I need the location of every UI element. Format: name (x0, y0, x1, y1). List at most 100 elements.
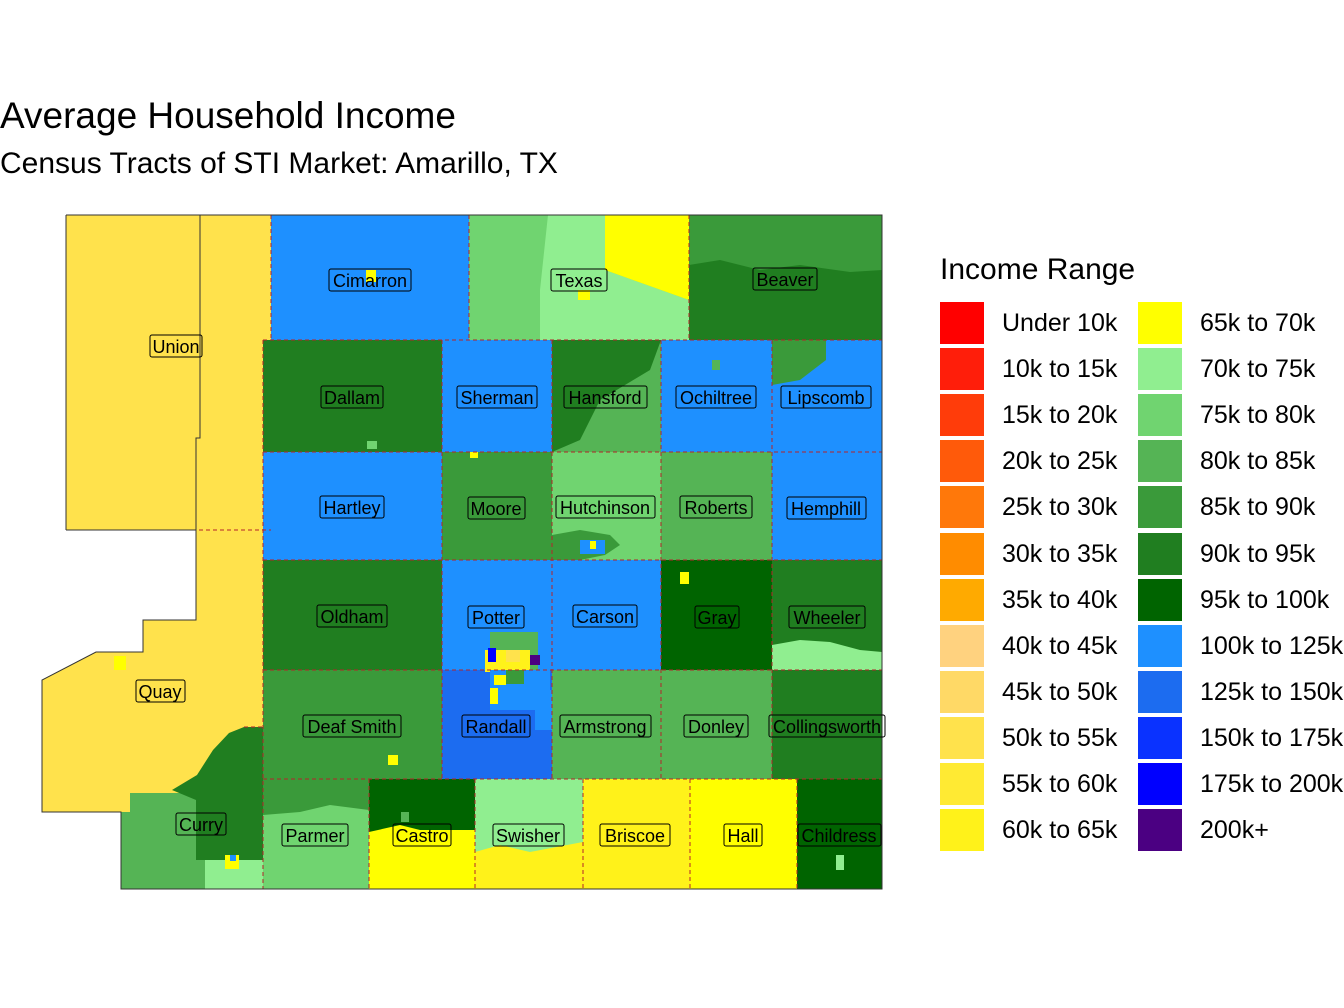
legend-label: 70k to 75k (1200, 355, 1316, 384)
county-hartley (263, 452, 442, 560)
legend-swatch (1138, 578, 1182, 621)
svg-text:Swisher: Swisher (496, 826, 560, 846)
svg-text:Castro: Castro (395, 826, 448, 846)
county-carson (552, 560, 661, 670)
legend-label: 200k+ (1200, 816, 1269, 845)
county-label-donley: Donley (683, 714, 749, 738)
legend-label: 175k to 200k (1200, 770, 1344, 798)
county-label-hansford: Hansford (563, 385, 648, 409)
legend-label: 30k to 35k (1002, 539, 1118, 568)
county-label-collingsworth: Collingsworth (768, 714, 886, 738)
svg-text:Quay: Quay (138, 682, 181, 702)
county-deaf-smith (263, 670, 442, 779)
county-gray (661, 560, 772, 670)
tract-lipscomb-green (772, 340, 826, 385)
county-donley (661, 670, 772, 779)
county-sherman (442, 340, 552, 452)
county-label-hartley: Hartley (319, 495, 385, 519)
svg-text:Roberts: Roberts (684, 498, 747, 518)
map-title: Average Household Income (0, 95, 456, 136)
county-label-carson: Carson (572, 604, 638, 628)
county-label-lipscomb: Lipscomb (780, 385, 872, 409)
legend-swatch (1138, 624, 1182, 667)
county-label-childress: Childress (797, 823, 882, 847)
legend-swatch (940, 809, 984, 852)
county-label-swisher: Swisher (492, 823, 565, 847)
county-label-dallam: Dallam (320, 385, 384, 409)
legend-swatch (1138, 763, 1182, 805)
tract-hansford-dark (552, 340, 661, 452)
svg-text:Texas: Texas (555, 271, 602, 291)
svg-text:Childress: Childress (801, 826, 876, 846)
legend-swatch (1138, 486, 1182, 529)
legend-label: 25k to 30k (1002, 493, 1118, 522)
county-label-beaver: Beaver (752, 267, 818, 291)
svg-text:Gray: Gray (697, 608, 736, 628)
county-borders (66, 215, 882, 889)
legend-label: Under 10k (1002, 309, 1118, 337)
legend-swatch (940, 624, 984, 667)
tract-curry-light (205, 860, 263, 889)
county-armstrong (552, 670, 661, 779)
county-label-curry: Curry (175, 812, 227, 836)
legend-swatch (1138, 348, 1182, 391)
county-briscoe (583, 779, 690, 889)
svg-text:Randall: Randall (465, 717, 526, 737)
legend-swatch (940, 578, 984, 621)
svg-text:Collingsworth: Collingsworth (773, 717, 881, 737)
county-label-deaf-smith: Deaf Smith (302, 714, 402, 738)
legend-swatch (1138, 670, 1182, 713)
county-label-armstrong: Armstrong (559, 714, 652, 738)
county-label-hemphill: Hemphill (786, 496, 867, 520)
amarillo-urban-tracts (114, 270, 844, 870)
legend-label: 125k to 150k (1200, 677, 1344, 706)
svg-text:Ochiltree: Ochiltree (680, 388, 752, 408)
county-quay (42, 530, 271, 812)
svg-text:Donley: Donley (688, 717, 744, 737)
county-ochiltree (661, 340, 772, 452)
county-label-union: Union (149, 334, 203, 358)
county-label-cimarron: Cimarron (328, 268, 412, 292)
county-dallam (263, 340, 442, 452)
legend-label: 55k to 60k (1002, 770, 1118, 798)
tract-castro-dark (369, 779, 475, 832)
legend-label: 80k to 85k (1200, 447, 1316, 476)
svg-text:Hansford: Hansford (568, 388, 641, 408)
legend-swatch (940, 394, 984, 437)
legend-title: Income Range (940, 253, 1136, 286)
legend-swatch (940, 486, 984, 529)
tract-wheeler-light (772, 640, 882, 670)
county-label-wheeler: Wheeler (788, 605, 866, 629)
legend-label: 35k to 40k (1002, 585, 1118, 614)
county-labels: Union Quay Curry Cimarron Texas Beaver D… (135, 267, 886, 847)
legend-swatch (1138, 809, 1182, 852)
county-hall (690, 779, 797, 889)
svg-text:Armstrong: Armstrong (563, 717, 646, 737)
legend-swatch (1138, 394, 1182, 437)
legend-label: 85k to 90k (1200, 493, 1316, 522)
legend-label: 50k to 55k (1002, 723, 1118, 752)
legend-label: 10k to 15k (1002, 355, 1118, 384)
tract-swisher-light (475, 779, 583, 852)
legend-swatch (940, 348, 984, 391)
county-label-briscoe: Briscoe (599, 823, 671, 847)
svg-text:Beaver: Beaver (756, 270, 813, 290)
svg-text:Briscoe: Briscoe (605, 826, 665, 846)
svg-text:Oldham: Oldham (320, 607, 383, 627)
legend-swatch (940, 302, 984, 344)
svg-text:Wheeler: Wheeler (793, 608, 860, 628)
legend-label: 40k to 45k (1002, 631, 1118, 660)
county-label-ochiltree: Ochiltree (675, 385, 757, 409)
county-childress (797, 779, 882, 889)
svg-text:Carson: Carson (576, 607, 634, 627)
legend-label: 20k to 25k (1002, 447, 1118, 476)
svg-text:Hemphill: Hemphill (791, 499, 861, 519)
county-collingsworth (772, 670, 882, 779)
legend-swatch (940, 670, 984, 713)
svg-text:Hartley: Hartley (323, 498, 380, 518)
legend-swatch (940, 532, 984, 575)
svg-text:Lipscomb: Lipscomb (787, 388, 864, 408)
legend-label: 150k to 175k (1200, 723, 1344, 752)
legend-swatch (1138, 532, 1182, 575)
